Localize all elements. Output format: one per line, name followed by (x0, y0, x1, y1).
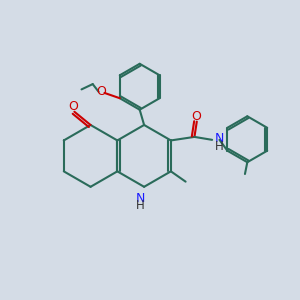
Text: O: O (68, 100, 78, 113)
Text: H: H (136, 200, 145, 212)
Text: N: N (136, 192, 145, 205)
Text: O: O (191, 110, 201, 123)
Text: H: H (214, 140, 223, 153)
Text: N: N (214, 132, 224, 145)
Text: O: O (96, 85, 106, 98)
